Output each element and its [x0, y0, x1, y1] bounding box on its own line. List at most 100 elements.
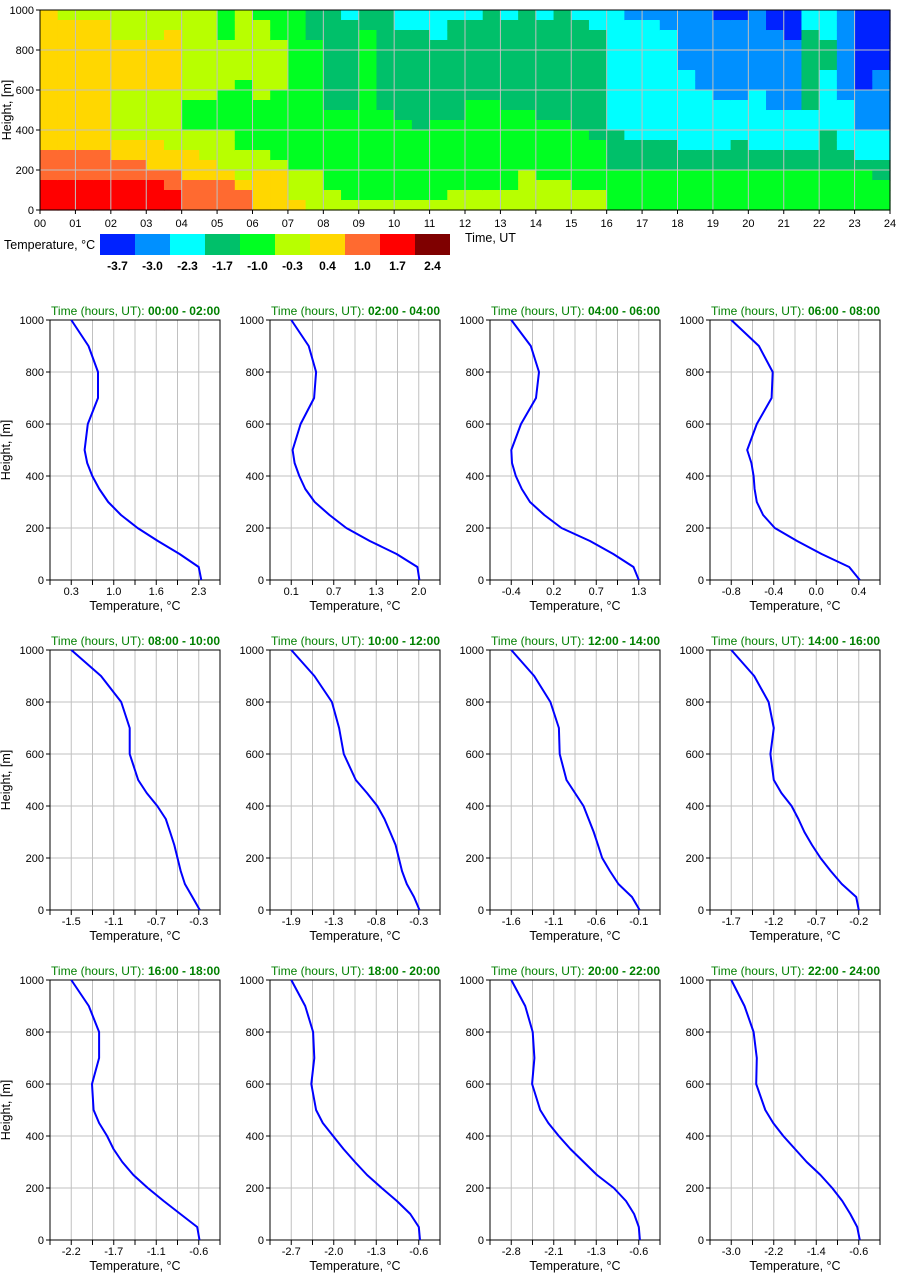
heatmap-cell: [571, 70, 590, 81]
heatmap-cell: [447, 10, 466, 21]
heatmap-cell: [588, 60, 608, 71]
heatmap-cell: [624, 180, 643, 191]
heatmap-cell: [252, 130, 271, 141]
heatmap-cell: [199, 100, 218, 111]
heatmap-cell: [128, 200, 147, 211]
heatmap-cell: [305, 70, 324, 81]
heatmap-cell: [252, 70, 271, 81]
profile-y-tick-label: 200: [246, 853, 264, 865]
heatmap-cell: [854, 30, 873, 41]
heatmap-cell: [217, 130, 236, 141]
colorbar-value: 0.4: [319, 259, 336, 273]
profile-frame: [269, 649, 441, 911]
heatmap-cell: [695, 170, 714, 181]
profile-y-tick-label: 400: [466, 801, 484, 813]
heatmap-cell: [199, 200, 218, 211]
heatmap-cell: [252, 180, 271, 191]
heatmap-cell: [376, 100, 395, 111]
heatmap-cell: [606, 140, 625, 151]
heatmap-cell: [181, 20, 200, 31]
heatmap-cell: [305, 90, 324, 101]
heatmap-cell: [411, 140, 431, 151]
profile-title-range: 22:00 - 24:00: [808, 964, 880, 978]
heatmap-cell: [199, 110, 218, 121]
heatmap-cell: [287, 170, 307, 181]
heatmap-cell: [287, 180, 307, 191]
heatmap-cell: [783, 140, 803, 151]
heatmap-cell: [571, 170, 590, 181]
heatmap-cell: [606, 130, 625, 141]
heatmap-cell: [75, 140, 94, 151]
heatmap-cell: [305, 80, 324, 91]
profile-title-prefix: Time (hours, UT):: [491, 304, 588, 318]
profile-y-tick-label: 200: [686, 1183, 704, 1195]
heatmap-cell: [801, 140, 820, 151]
profile-frame: [489, 649, 661, 911]
heatmap-cell: [659, 90, 679, 101]
heatmap-cell: [783, 40, 803, 51]
heatmap-cell: [606, 60, 625, 71]
profile-panel: -1.6 -1.1 -0.6 -0.1 0 200 400 600 800 1000 Time (h…: [460, 634, 661, 943]
heatmap-cell: [465, 40, 484, 51]
heatmap-cell: [836, 110, 856, 121]
colorbar-swatch: [310, 234, 345, 255]
profile-title: Time (hours, UT): 20:00 - 22:00: [491, 964, 660, 978]
heatmap-cell: [75, 190, 94, 201]
heatmap-cell: [93, 10, 112, 21]
heatmap-x-tick-label: 05: [211, 218, 223, 230]
heatmap-cell: [287, 100, 307, 111]
colorbar: Temperature, °C -3.7 -3.0 -2.3 -1.7 -1.0 -0.3 0…: [4, 234, 450, 273]
heatmap-cell: [270, 60, 289, 71]
heatmap-cell: [465, 70, 484, 81]
heatmap-cell: [40, 110, 59, 121]
heatmap-cell: [588, 70, 608, 81]
heatmap-y-tick-label: 400: [16, 125, 34, 137]
heatmap-cell: [323, 30, 342, 41]
heatmap-cell: [234, 160, 254, 171]
heatmap-cell: [783, 60, 803, 71]
heatmap-cell: [234, 150, 254, 161]
heatmap-cell: [465, 110, 484, 121]
heatmap-cell: [110, 70, 130, 81]
heatmap-cell: [128, 140, 147, 151]
heatmap-cell: [748, 150, 767, 161]
heatmap-cell: [217, 50, 236, 61]
heatmap-cell: [376, 70, 395, 81]
heatmap-x-tick-label: 07: [282, 218, 294, 230]
heatmap-cell: [730, 130, 749, 141]
heatmap-cell: [766, 110, 785, 121]
heatmap-cell: [323, 140, 342, 151]
profile-title: Time (hours, UT): 08:00 - 10:00: [51, 634, 220, 648]
heatmap-cell: [482, 120, 502, 131]
heatmap-cell: [429, 200, 448, 211]
heatmap-cell: [854, 180, 873, 191]
heatmap-cell: [553, 120, 572, 131]
profile-x-tick-label: 0.3: [64, 586, 79, 598]
heatmap-cell: [234, 170, 254, 181]
heatmap-cell: [234, 130, 254, 141]
profile-x-axis-label: Temperature, °C: [309, 929, 400, 943]
heatmap-cell: [659, 150, 679, 161]
profile-title: Time (hours, UT): 14:00 - 16:00: [711, 634, 880, 648]
heatmap-cell: [482, 80, 502, 91]
heatmap-cell: [872, 60, 891, 71]
heatmap-cell: [553, 110, 572, 121]
heatmap-cell: [500, 10, 519, 21]
heatmap-cell: [75, 130, 94, 141]
heatmap-cell: [376, 120, 395, 131]
profile-x-tick-label: -2.8: [502, 1246, 521, 1258]
heatmap-cell: [146, 130, 165, 141]
heatmap-cell: [181, 170, 200, 181]
heatmap-cell: [872, 10, 891, 21]
heatmap-cell: [659, 100, 679, 111]
heatmap-cell: [411, 190, 431, 201]
heatmap-cell: [358, 70, 378, 81]
heatmap-cell: [128, 110, 147, 121]
heatmap-cell: [270, 120, 289, 131]
heatmap-cell: [677, 50, 696, 61]
heatmap-cell: [358, 170, 378, 181]
heatmap-cell: [712, 160, 732, 171]
heatmap-cell: [93, 40, 112, 51]
heatmap-cell: [677, 110, 696, 121]
heatmap-cell: [234, 200, 254, 211]
